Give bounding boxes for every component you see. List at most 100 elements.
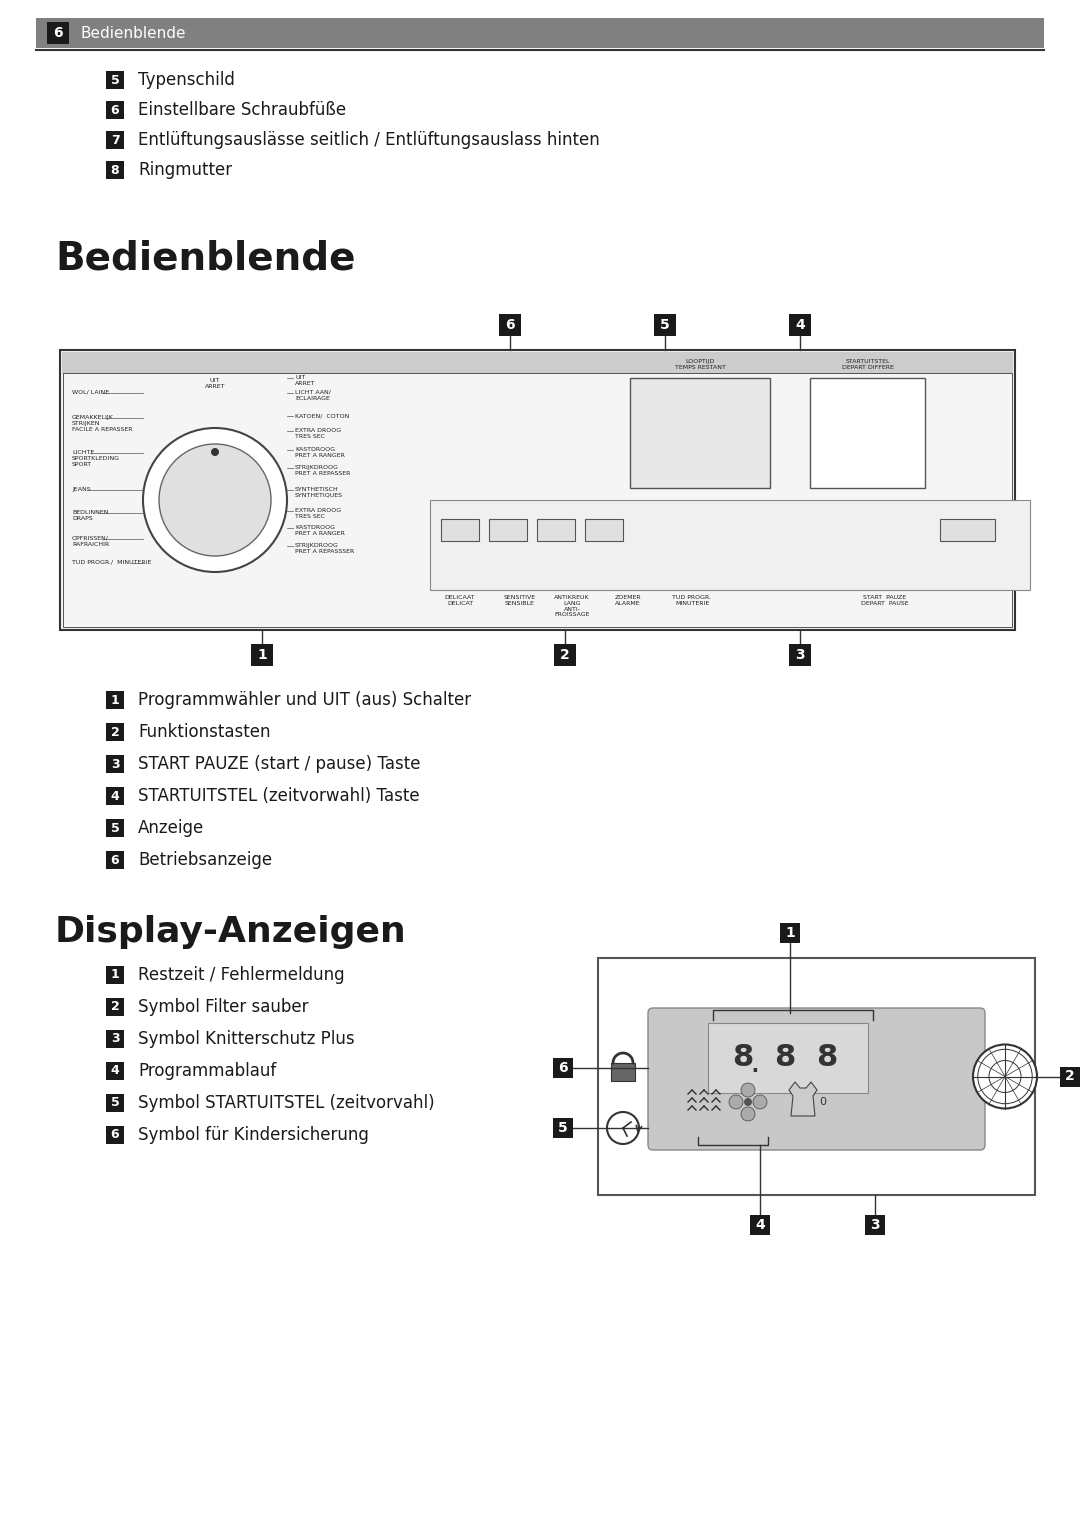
Polygon shape [789, 1083, 816, 1116]
Text: 3: 3 [110, 757, 119, 771]
Text: Symbol Filter sauber: Symbol Filter sauber [138, 998, 309, 1015]
Text: EXTRA DROOG
TRES SEC: EXTRA DROOG TRES SEC [295, 428, 341, 439]
Bar [106, 755, 124, 774]
Text: 6: 6 [505, 318, 515, 332]
Bar [537, 518, 575, 541]
Bar [489, 518, 527, 541]
Circle shape [753, 1095, 767, 1109]
Bar [251, 644, 273, 667]
Text: 6: 6 [110, 853, 119, 867]
Bar [553, 1058, 573, 1078]
Bar [810, 378, 924, 488]
Bar [708, 1023, 868, 1093]
Circle shape [744, 1098, 752, 1105]
Circle shape [211, 448, 219, 456]
Bar [63, 373, 1012, 627]
Text: 5: 5 [558, 1121, 568, 1135]
Bar [940, 518, 995, 541]
Text: STRIJKDROOG
PRET A REPASSSER: STRIJKDROOG PRET A REPASSSER [295, 543, 354, 553]
Bar [441, 518, 480, 541]
Text: 5: 5 [660, 318, 670, 332]
Text: Entlüftungsauslässe seitlich / Entlüftungsauslass hinten: Entlüftungsauslässe seitlich / Entlüftun… [138, 131, 599, 148]
Bar [611, 1063, 635, 1081]
Text: 5: 5 [110, 821, 120, 835]
Text: OPFRISSEN/
RAFRAICHIR: OPFRISSEN/ RAFRAICHIR [72, 537, 109, 547]
Text: 6: 6 [53, 26, 63, 40]
Bar [106, 1031, 124, 1047]
Text: 1: 1 [785, 927, 795, 940]
Bar [106, 820, 124, 836]
Bar [499, 313, 521, 336]
Bar [106, 161, 124, 179]
Text: Betriebsanzeige: Betriebsanzeige [138, 852, 272, 868]
Bar [106, 131, 124, 148]
Text: Symbol für Kindersicherung: Symbol für Kindersicherung [138, 1125, 369, 1144]
Text: 0: 0 [819, 1096, 826, 1107]
Text: 6: 6 [110, 104, 119, 116]
Text: Einstellbare Schraubfüße: Einstellbare Schraubfüße [138, 101, 346, 119]
Text: WOL/ LAINE: WOL/ LAINE [72, 390, 109, 394]
Bar [654, 313, 676, 336]
Text: UIT
ARRET: UIT ARRET [295, 375, 315, 385]
Bar [554, 644, 576, 667]
Text: 5: 5 [110, 73, 120, 87]
Bar [780, 924, 800, 943]
Text: JEANS: JEANS [72, 488, 91, 492]
Bar [106, 1125, 124, 1144]
Text: 4: 4 [110, 1064, 120, 1078]
Text: Programmablauf: Programmablauf [138, 1063, 276, 1079]
Bar [62, 352, 1013, 375]
Bar [106, 966, 124, 985]
Text: KASTDROOG
PRET A RANGER: KASTDROOG PRET A RANGER [295, 446, 345, 457]
Text: Programmwähler und UIT (aus) Schalter: Programmwähler und UIT (aus) Schalter [138, 691, 471, 709]
Text: TUD PROGR.
MINUTERIE: TUD PROGR. MINUTERIE [673, 595, 712, 605]
Text: 2: 2 [110, 1000, 120, 1014]
Bar [789, 313, 811, 336]
Text: EXTRA DROOG
TRES SEC: EXTRA DROOG TRES SEC [295, 508, 341, 518]
Bar [553, 1118, 573, 1138]
Text: Bedienblende: Bedienblende [55, 240, 355, 278]
Text: 4: 4 [795, 318, 805, 332]
Text: .: . [750, 1046, 760, 1079]
Text: 1: 1 [257, 648, 267, 662]
Text: START  PAUZE
DEPART  PAUSE: START PAUZE DEPART PAUSE [861, 595, 908, 605]
Text: 4: 4 [755, 1219, 765, 1232]
Text: STRIJKDROOG
PRET A REPASSER: STRIJKDROOG PRET A REPASSER [295, 465, 350, 476]
Text: LICHT AAN/
ECLAIRAGE: LICHT AAN/ ECLAIRAGE [295, 390, 330, 401]
Circle shape [973, 1044, 1037, 1109]
Text: 8: 8 [732, 1043, 754, 1072]
Circle shape [159, 443, 271, 557]
Text: STARTUITSTEL
DEPART DIFFERE: STARTUITSTEL DEPART DIFFERE [841, 359, 893, 370]
Text: TUD PROGR./  MINUTERIE: TUD PROGR./ MINUTERIE [72, 560, 151, 566]
Text: KASTDROOG
PRET A RANGER: KASTDROOG PRET A RANGER [295, 524, 345, 535]
Text: 4: 4 [110, 789, 120, 803]
Text: 2: 2 [110, 725, 120, 739]
Bar [789, 644, 811, 667]
Text: 1: 1 [110, 968, 120, 982]
Text: 3: 3 [870, 1219, 880, 1232]
Text: Symbol Knitterschutz Plus: Symbol Knitterschutz Plus [138, 1031, 354, 1047]
Text: ANTIKREUK
LANG
ANTI-
FROISSAGE: ANTIKREUK LANG ANTI- FROISSAGE [554, 595, 590, 618]
Text: 3: 3 [795, 648, 805, 662]
Bar [750, 1216, 770, 1235]
Bar [585, 518, 623, 541]
Bar [106, 70, 124, 89]
Bar [598, 959, 1035, 1196]
Text: ZOEMER
ALARME: ZOEMER ALARME [615, 595, 642, 605]
Text: 7: 7 [110, 133, 120, 147]
Bar [106, 787, 124, 804]
Bar [60, 350, 1015, 630]
Text: Ringmutter: Ringmutter [138, 161, 232, 179]
FancyBboxPatch shape [648, 1008, 985, 1150]
Circle shape [729, 1095, 743, 1109]
Text: BEDLINNEN
DRAPS: BEDLINNEN DRAPS [72, 511, 108, 521]
Text: KATOEN/  COTON: KATOEN/ COTON [295, 413, 349, 417]
Bar [865, 1216, 885, 1235]
Text: Restzeit / Fehlermeldung: Restzeit / Fehlermeldung [138, 966, 345, 985]
Bar [106, 1063, 124, 1079]
Text: 5: 5 [110, 1096, 120, 1110]
Text: STARTUITSTEL (zeitvorwahl) Taste: STARTUITSTEL (zeitvorwahl) Taste [138, 787, 420, 804]
Text: Symbol STARTUITSTEL (zeitvorvahl): Symbol STARTUITSTEL (zeitvorvahl) [138, 1095, 434, 1112]
Text: 8: 8 [110, 164, 119, 176]
Text: DELICAAT
DELICAT: DELICAAT DELICAT [445, 595, 475, 605]
